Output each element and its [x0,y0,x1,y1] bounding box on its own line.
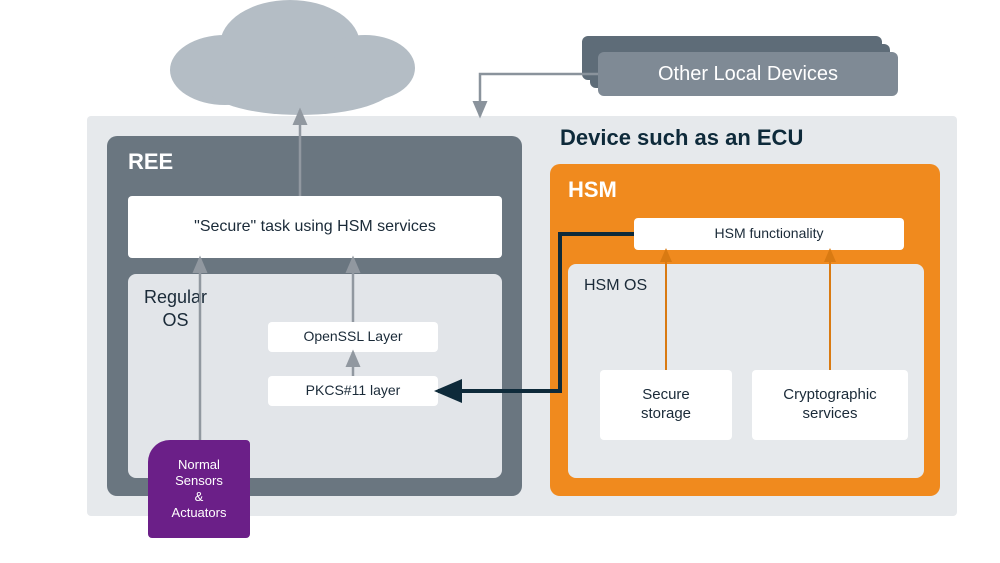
other-local-label: Other Local Devices [598,52,898,96]
secure-task-label: "Secure" task using HSM services [128,196,502,258]
diagram-canvas: Other remote devices Other Local Devices D… [0,0,1000,563]
hsm-functionality-label: HSM functionality [634,218,904,250]
pkcs-label: PKCS#11 layer [268,376,438,406]
regular-os-title: Regular OS [144,286,244,330]
sensors-actuators-label: Normal Sensors & Actuators [148,440,250,538]
device-title: Device such as an ECU [560,124,940,154]
cloud-label: Other remote devices [195,30,375,80]
openssl-label: OpenSSL Layer [268,322,438,352]
hsm-os-title: HSM OS [584,276,684,298]
ree-title: REE [128,148,208,176]
secure-storage-label: Secure storage [600,370,732,440]
hsm-title: HSM [568,176,648,204]
crypto-services-label: Cryptographic services [752,370,908,440]
arrow-other-local-to-device [480,74,598,116]
